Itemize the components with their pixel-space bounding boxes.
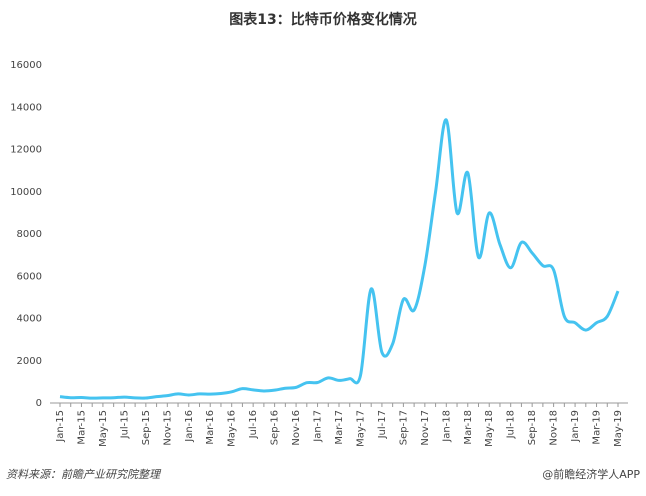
y-tick-label: 8000 [17,229,42,240]
y-tick-label: 16000 [10,60,42,71]
x-tick-label: Sep-17 [398,410,409,445]
x-tick-label: Nov-16 [291,410,302,446]
x-tick-label: Mar-15 [76,410,87,445]
x-tick-label: Jan-15 [55,410,66,443]
y-tick-label: 14000 [10,102,42,113]
x-tick-label: Mar-17 [334,410,345,445]
x-tick-label: Jan-17 [313,410,324,443]
x-tick-label: Nov-17 [420,410,431,446]
x-tick-label: Jul-15 [119,410,130,439]
x-tick-label: Mar-18 [463,410,474,445]
source-note: 资料来源：前瞻产业研究院整理 [6,468,162,481]
y-tick-label: 12000 [10,145,42,156]
x-tick-label: Jan-18 [441,410,452,443]
x-tick-label: Nov-15 [162,410,173,446]
x-tick-label: May-18 [484,410,495,447]
x-tick-label: Mar-16 [205,410,216,445]
x-tick-label: Mar-19 [592,410,603,445]
x-tick-label: Jul-17 [377,410,388,439]
y-tick-label: 0 [36,398,42,409]
x-tick-label: Sep-15 [141,410,152,445]
price-line [59,118,620,400]
x-tick-label: Jul-16 [248,410,259,439]
x-tick-label: Jul-18 [506,410,517,439]
x-tick-label: May-15 [98,410,109,447]
y-tick-label: 6000 [17,271,42,282]
chart-title: 图表13：比特币价格变化情况 [229,11,416,28]
x-tick-label: Jan-19 [570,410,581,443]
credit: @前瞻经济学人APP [542,467,640,481]
x-tick-label: May-19 [613,410,624,447]
y-tick-label: 2000 [17,356,42,367]
x-tick-label: Sep-18 [527,410,538,445]
x-tick-label: Jan-16 [184,410,195,443]
x-tick-label: May-16 [227,410,238,447]
y-tick-label: 10000 [10,187,42,198]
x-tick-label: May-17 [355,410,366,447]
x-tick-label: Sep-16 [270,410,281,445]
x-tick-label: Nov-18 [549,410,560,446]
y-tick-label: 4000 [17,314,42,325]
